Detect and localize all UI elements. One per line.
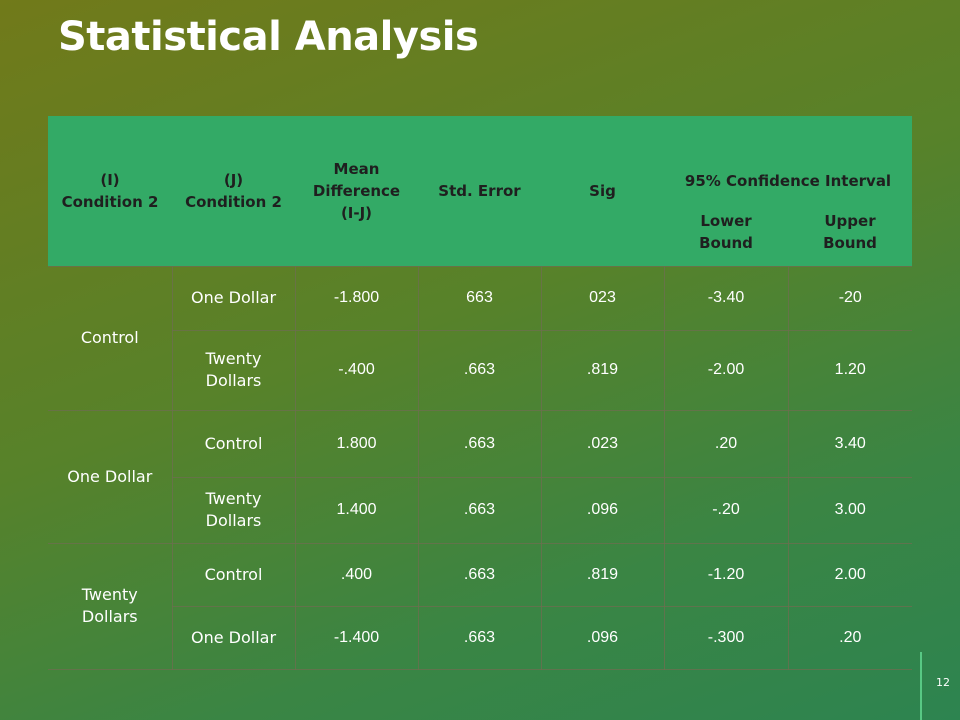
statistics-table: (I) Condition 2 (J) Condition 2 Mean Dif…: [48, 116, 912, 670]
comparison-label: Twenty Dollars: [171, 476, 296, 544]
header-confidence-interval: 95% Confidence Interval: [664, 116, 912, 198]
table-row: One Dollar Control 1.800 .663 .023 .20 3…: [48, 409, 912, 544]
mean-difference-cell: -.400: [294, 329, 419, 411]
upper-bound-cell: 1.20: [787, 329, 912, 411]
header-j-line2: Condition 2: [185, 192, 282, 211]
comparison-label: Control: [171, 542, 296, 607]
comparison-label-text: One Dollar: [190, 288, 277, 307]
group-label-twenty-dollars: Twenty Dollars: [48, 542, 173, 670]
header-sig: Sig: [541, 116, 664, 266]
std-error-cell: 663: [417, 265, 542, 331]
footer-accent-line: [920, 652, 922, 720]
mean-difference-cell: 1.400: [294, 476, 419, 544]
comparison-label: Twenty Dollars: [171, 329, 296, 411]
group-label-one-dollar: One Dollar: [48, 409, 173, 544]
comparison-label-text: Control: [204, 564, 263, 584]
comparison-label-text: Twenty: [205, 349, 262, 368]
std-error-cell: .663: [417, 542, 542, 607]
std-error-cell: .663: [417, 329, 542, 411]
header-i-line2: Condition 2: [61, 192, 159, 211]
mean-difference-cell: 1.800: [294, 409, 419, 478]
table-row: Twenty Dollars 1.400 .663 .096 -.20 3.00: [48, 476, 912, 544]
sig-cell: .096: [540, 476, 665, 544]
mean-difference-cell: .400: [294, 542, 419, 607]
header-j-line1: (J): [223, 170, 244, 189]
table-row: Control One Dollar -1.800 663 023 -3.40 …: [48, 265, 912, 411]
header-upper-bound: Upper Bound: [788, 198, 912, 266]
table-row: Twenty Dollars -.400 .663 .819 -2.00 1.2…: [48, 329, 912, 411]
sig-cell: .819: [540, 542, 665, 607]
header-i-line1: (I): [100, 170, 120, 189]
comparison-label-text: Dollars: [205, 511, 262, 530]
upper-bound-cell: .20: [787, 605, 912, 670]
header-j-condition: (J) Condition 2: [172, 116, 295, 266]
header-mean-line1: Mean: [333, 159, 380, 178]
lower-bound-cell: -3.40: [663, 265, 789, 331]
slide-title: Statistical Analysis: [58, 14, 479, 60]
sig-cell: .096: [540, 605, 665, 670]
header-i-condition: (I) Condition 2: [48, 116, 172, 266]
group-label-control: Control: [48, 265, 173, 411]
comparison-label: Control: [171, 409, 296, 478]
table-row: One Dollar -1.400 .663 .096 -.300 .20: [48, 605, 912, 670]
lower-bound-cell: -2.00: [663, 329, 789, 411]
group-label-text: One Dollar: [67, 466, 153, 486]
upper-bound-cell: -20: [787, 265, 912, 331]
header-lower-bound: Lower Bound: [664, 198, 788, 266]
group-label-text: Twenty: [81, 585, 138, 604]
sig-cell: 023: [540, 265, 665, 331]
std-error-cell: .663: [417, 409, 542, 478]
comparison-label-text: One Dollar: [190, 627, 277, 647]
header-lower-line2: Bound: [699, 233, 753, 252]
sig-cell: .023: [540, 409, 665, 478]
upper-bound-cell: 3.00: [787, 476, 912, 544]
upper-bound-cell: 2.00: [787, 542, 912, 607]
comparison-label-text: Twenty: [205, 489, 262, 508]
header-upper-line2: Bound: [823, 233, 877, 252]
lower-bound-cell: .20: [663, 409, 789, 478]
header-std-error: Std. Error: [418, 116, 541, 266]
header-upper-line1: Upper: [824, 211, 876, 230]
lower-bound-cell: -.300: [663, 605, 789, 670]
comparison-label-text: Control: [204, 433, 263, 453]
header-mean-line3: (I-J): [340, 203, 373, 222]
std-error-cell: .663: [417, 605, 542, 670]
table-row: Twenty Dollars Control .400 .663 .819 -1…: [48, 542, 912, 670]
header-mean-line2: Difference: [312, 181, 401, 200]
comparison-label: One Dollar: [171, 605, 296, 670]
std-error-cell: .663: [417, 476, 542, 544]
group-label-text: Dollars: [81, 607, 138, 626]
header-mean-difference: Mean Difference (I-J): [295, 116, 418, 266]
page-number: 12: [936, 676, 950, 689]
group-label-text: Control: [80, 328, 139, 347]
upper-bound-cell: 3.40: [787, 409, 912, 478]
lower-bound-cell: -1.20: [663, 542, 789, 607]
comparison-label-text: Dollars: [205, 371, 262, 390]
mean-difference-cell: -1.400: [294, 605, 419, 670]
comparison-label: One Dollar: [171, 265, 296, 331]
sig-cell: .819: [540, 329, 665, 411]
lower-bound-cell: -.20: [663, 476, 789, 544]
header-lower-line1: Lower: [700, 211, 752, 230]
mean-difference-cell: -1.800: [294, 265, 419, 331]
